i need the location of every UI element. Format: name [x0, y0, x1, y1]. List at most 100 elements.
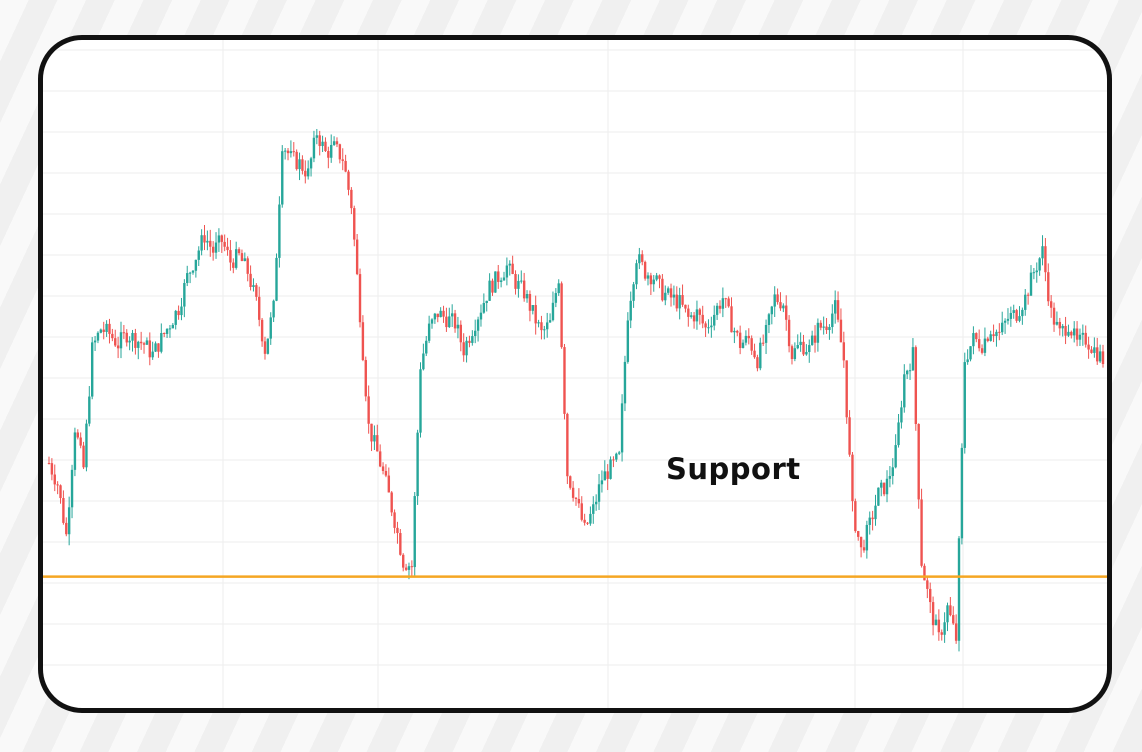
candle-body [214, 242, 218, 253]
candle-body [960, 447, 964, 539]
candle-body [243, 258, 247, 261]
candle-body [790, 346, 794, 360]
candle-body [597, 484, 601, 502]
candle-body [1078, 334, 1082, 340]
candle-body [295, 151, 298, 170]
candle-body [684, 304, 687, 309]
candle-body [885, 478, 889, 495]
candle-body [805, 351, 808, 355]
candle-body [787, 319, 791, 347]
candle-body [704, 323, 707, 328]
candle-body [687, 308, 690, 317]
candle-body [586, 522, 589, 524]
candle-body [923, 565, 926, 581]
candle-body [612, 459, 615, 461]
candle-body [312, 137, 316, 159]
candle-body [1075, 328, 1079, 340]
candle-body [427, 323, 431, 341]
candle-body [868, 517, 871, 525]
candle-body [404, 567, 408, 570]
candle-body [998, 331, 1001, 333]
candle-body [713, 314, 716, 326]
candle-body [85, 423, 88, 468]
candle-body [845, 360, 848, 418]
candle-body [1098, 351, 1102, 362]
candle-body [995, 331, 998, 337]
candle-body [367, 396, 370, 424]
candle-body [557, 283, 560, 294]
candle-body [217, 235, 221, 243]
candle-body [220, 235, 223, 242]
candle-body [710, 325, 713, 328]
candle-body [551, 302, 555, 321]
candle-body [833, 300, 837, 314]
candle-body [1018, 316, 1021, 321]
candle-body [983, 338, 987, 353]
candle-body [799, 341, 802, 346]
candle-body [459, 324, 463, 343]
candle-body [914, 347, 918, 425]
candle-body [373, 435, 376, 442]
candle-body [940, 632, 943, 635]
candle-body [1061, 325, 1064, 329]
candle-body [1035, 270, 1038, 273]
candle-body [330, 144, 333, 158]
candle-body [764, 324, 768, 343]
candle-body [292, 151, 295, 153]
candle-body [808, 345, 811, 352]
candle-body [168, 328, 172, 330]
candle-body [615, 453, 618, 460]
candle-body [1093, 347, 1096, 353]
candle-body [641, 254, 644, 262]
candle-body [154, 343, 157, 352]
candle-body [534, 305, 537, 324]
candle-body [425, 340, 428, 354]
candle-body [145, 340, 149, 345]
candle-body [681, 295, 684, 305]
candle-body [269, 317, 272, 339]
candle-body [327, 151, 330, 158]
candle-body [258, 296, 261, 320]
candle-body [761, 342, 765, 344]
candle-body [954, 623, 958, 641]
candle-body [537, 322, 540, 324]
candle-body [525, 294, 529, 299]
candle-body [528, 294, 532, 311]
candle-body [209, 240, 212, 247]
candle-body [894, 445, 897, 468]
candle-body [603, 471, 606, 481]
candle-body [246, 258, 249, 274]
candle-body [67, 507, 71, 535]
candle-body [908, 370, 912, 372]
candle-body [707, 327, 710, 329]
candle-body [450, 313, 454, 317]
candle-body [666, 288, 670, 293]
candle-body [1021, 309, 1024, 317]
candle-body [1084, 332, 1087, 345]
candle-body [491, 280, 494, 293]
candle-body [770, 306, 774, 315]
candle-body [859, 536, 863, 548]
candle-body [675, 294, 678, 309]
candle-body [137, 341, 140, 348]
candle-body [505, 265, 509, 278]
candle-body [96, 332, 100, 341]
candle-body [635, 263, 638, 285]
candle-body [617, 452, 621, 454]
candle-body [252, 285, 255, 287]
candle-body [620, 403, 624, 453]
candle-body [384, 470, 388, 476]
candle-body [165, 328, 169, 334]
candle-body [802, 341, 805, 355]
candle-body [911, 347, 915, 371]
candle-body [1081, 332, 1085, 335]
candle-body [511, 263, 514, 275]
candle-body [828, 327, 831, 331]
candle-body [626, 320, 630, 362]
candle-body [1029, 272, 1033, 296]
candle-body [232, 262, 235, 268]
candle-body [278, 204, 281, 258]
candle-body [116, 345, 120, 349]
candle-body [286, 150, 290, 154]
candle-body [1067, 331, 1070, 336]
